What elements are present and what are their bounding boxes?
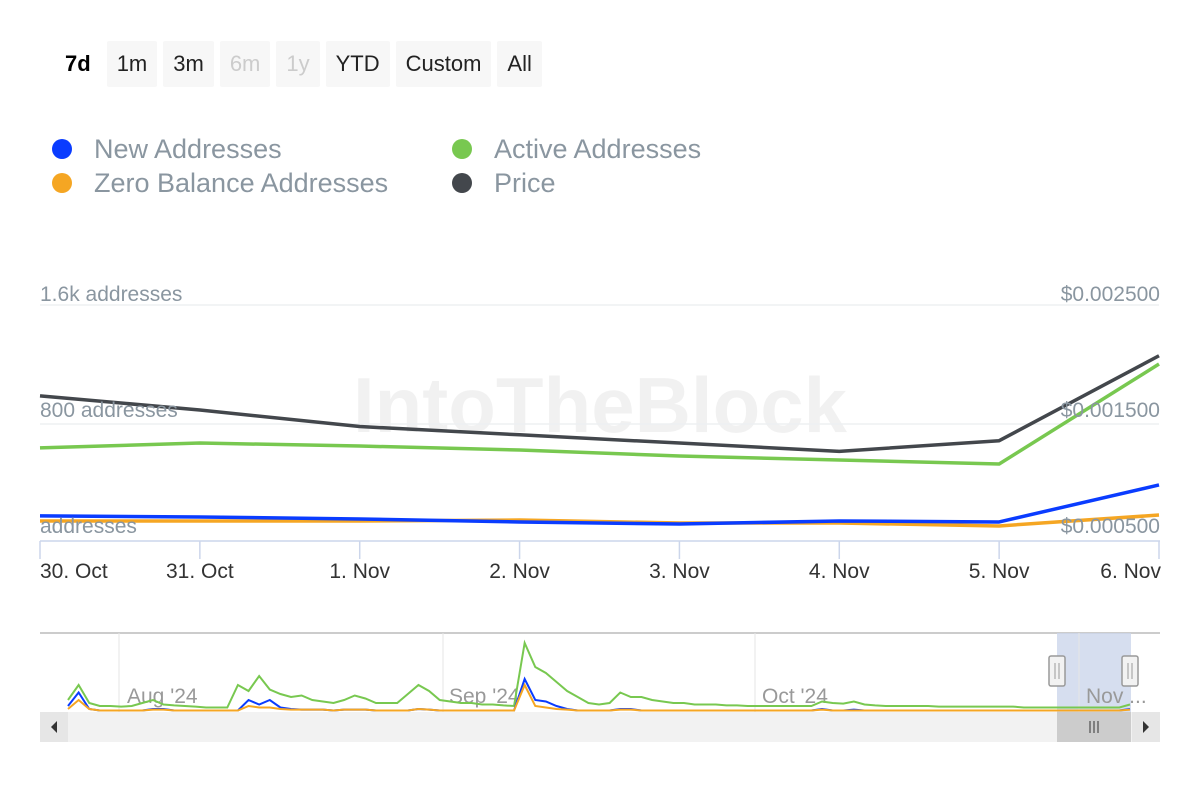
navigator-handle[interactable]: [1121, 655, 1139, 687]
navigator-label: Oct '24: [762, 685, 828, 708]
range-button-1y: 1y: [276, 41, 320, 87]
range-button-1m[interactable]: 1m: [106, 41, 158, 87]
legend-dot-icon: [52, 139, 72, 159]
series-line-price: [39, 354, 1160, 454]
right-axis-label: $0.001500: [1061, 399, 1160, 422]
navigator-selected-range[interactable]: [1057, 633, 1131, 712]
range-button-all[interactable]: All: [497, 41, 542, 87]
legend-dot-icon: [452, 173, 472, 193]
left-axis-label: 800 addresses: [40, 399, 178, 422]
x-tick-label: 30. Oct: [40, 560, 108, 583]
series-line-new-addresses: [39, 483, 1160, 526]
range-selector: 7d 1m 3m 6m 1y YTD Custom All: [55, 41, 542, 87]
legend-dot-icon: [452, 139, 472, 159]
left-axis-label: 1.6k addresses: [40, 283, 182, 306]
right-axis-label: $0.002500: [1061, 283, 1160, 306]
legend-item-price[interactable]: Price: [452, 168, 752, 198]
range-button-7d[interactable]: 7d: [55, 41, 101, 87]
x-tick-label: 1. Nov: [329, 560, 390, 583]
range-button-ytd[interactable]: YTD: [325, 41, 390, 87]
navigator-series-zero: [67, 682, 1131, 712]
left-axis-label: addresses: [40, 515, 137, 538]
watermark-logo: IntoTheBlock: [353, 361, 848, 449]
x-tick-label: 4. Nov: [809, 560, 870, 583]
arrow-left-icon: [51, 721, 57, 733]
series-line-active-addresses: [39, 362, 1160, 466]
legend-dot-icon: [52, 173, 72, 193]
navigator-label: Nov ...: [1086, 685, 1147, 708]
legend: New Addresses Active Addresses Zero Bala…: [52, 134, 752, 198]
legend-item-zero-balance-addresses[interactable]: Zero Balance Addresses: [52, 168, 452, 198]
legend-label: New Addresses: [94, 133, 282, 164]
navigator-handle[interactable]: [1048, 655, 1066, 687]
navigator-series-active: [67, 639, 1131, 709]
arrow-right-icon: [1143, 721, 1149, 733]
range-button-6m: 6m: [219, 41, 271, 87]
legend-item-active-addresses[interactable]: Active Addresses: [452, 134, 752, 164]
legend-label: Zero Balance Addresses: [94, 167, 389, 198]
x-tick-label: 5. Nov: [969, 560, 1030, 583]
legend-label: Price: [494, 167, 556, 198]
range-button-3m[interactable]: 3m: [163, 41, 214, 87]
range-button-custom[interactable]: Custom: [395, 41, 492, 87]
scrollbar-track[interactable]: [40, 712, 1160, 742]
legend-item-new-addresses[interactable]: New Addresses: [52, 134, 452, 164]
x-tick-label: 31. Oct: [166, 560, 234, 583]
x-tick-label: 3. Nov: [649, 560, 710, 583]
x-tick-label: 6. Nov: [1100, 560, 1161, 583]
x-tick-label: 2. Nov: [489, 560, 550, 583]
right-axis-label: $0.000500: [1061, 515, 1160, 538]
legend-label: Active Addresses: [494, 133, 702, 164]
